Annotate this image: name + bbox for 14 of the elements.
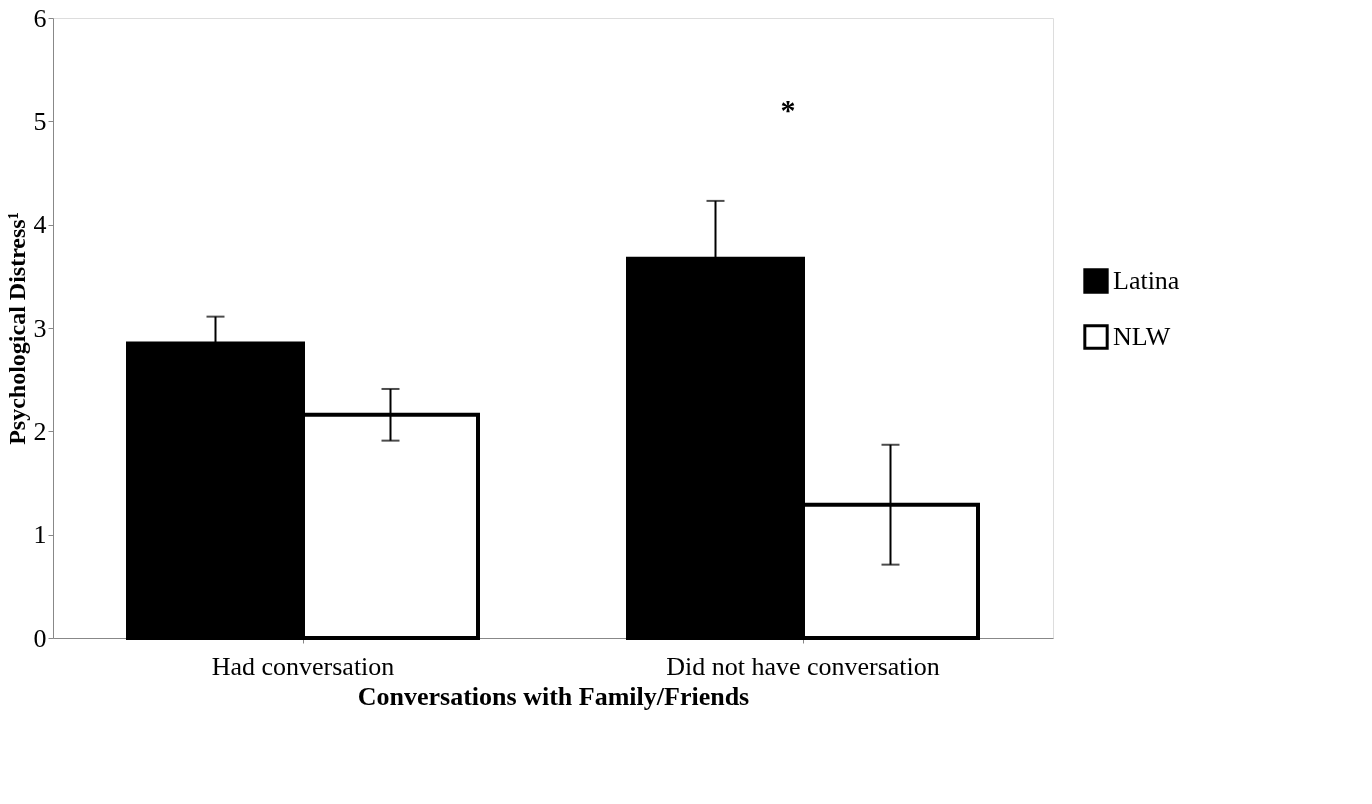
annotation: * xyxy=(780,93,796,126)
y-tick-label: 1 xyxy=(33,520,47,550)
legend-label: NLW xyxy=(1113,322,1171,351)
y-tick-label: 5 xyxy=(33,106,47,136)
y-tick-label: 0 xyxy=(33,623,47,653)
y-tick-label: 2 xyxy=(33,416,47,446)
x-tick-label: Did not have conversation xyxy=(666,651,940,681)
x-tick-label: Had conversation xyxy=(211,651,395,681)
y-tick-label: 6 xyxy=(33,3,47,33)
x-axis-title: Conversations with Family/Friends xyxy=(357,681,750,711)
y-axis-title: Psychological Distress¹ xyxy=(3,212,30,445)
legend-label: Latina xyxy=(1113,266,1180,295)
y-tick-label: 3 xyxy=(33,313,47,343)
y-tick-label: 4 xyxy=(33,210,47,240)
